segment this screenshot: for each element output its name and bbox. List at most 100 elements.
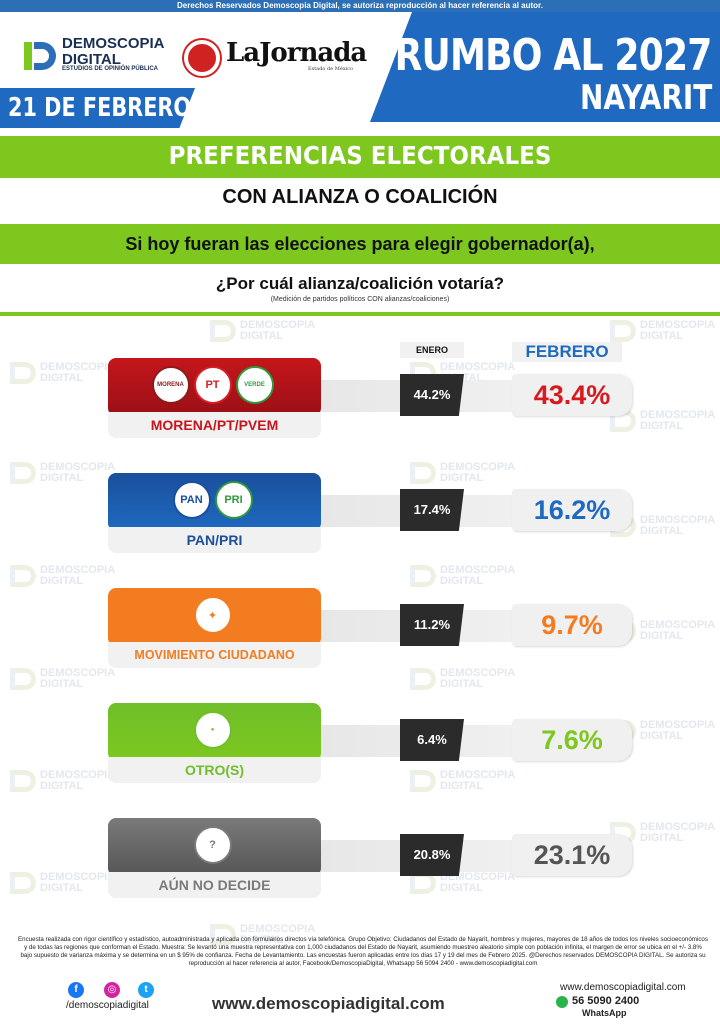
question-line1: Si hoy fueran las elecciones para elegir…: [125, 234, 595, 254]
watermark-line1: DEMOSCOPIA: [40, 871, 116, 883]
party-card: [108, 473, 321, 531]
febrero-value: 9.7%: [512, 604, 632, 646]
watermark-line1: DEMOSCOPIA: [640, 719, 716, 731]
febrero-value: 43.4%: [512, 374, 632, 416]
enero-value: 20.8%: [400, 834, 464, 876]
watermark-line2: DIGITAL: [640, 420, 684, 432]
website-link[interactable]: www.demoscopiadigital.com: [212, 994, 445, 1013]
party-logo-icon: ?: [195, 828, 230, 862]
watermark-line2: DIGITAL: [640, 525, 684, 537]
watermark-line1: DEMOSCOPIA: [240, 923, 316, 935]
section-subtitle-band: [130, 178, 610, 220]
instagram-icon[interactable]: ◎: [104, 982, 120, 998]
brand-name-line1: DEMOSCOPIA: [62, 35, 165, 52]
watermark-line1: DEMOSCOPIA: [640, 619, 716, 631]
twitter-icon[interactable]: t: [138, 982, 154, 998]
watermark-line2: DIGITAL: [40, 575, 84, 587]
watermark-line1: DEMOSCOPIA: [40, 667, 116, 679]
watermark-line1: DEMOSCOPIA: [640, 821, 716, 833]
watermark-line1: DEMOSCOPIA: [640, 319, 716, 331]
watermark-line2: DIGITAL: [240, 330, 284, 342]
party-logo-icon: VERDE: [237, 368, 272, 402]
rights-notice: Derechos Reservados Demoscopia Digital, …: [0, 0, 720, 12]
watermark-line1: DEMOSCOPIA: [440, 769, 516, 781]
partner-name: LaJornada: [226, 38, 367, 68]
column-header-febrero: FEBRERO: [512, 342, 622, 362]
febrero-value: 16.2%: [512, 489, 632, 531]
watermark-line1: DEMOSCOPIA: [440, 361, 516, 373]
section-title-bar: [0, 136, 720, 178]
watermark-line1: DEMOSCOPIA: [640, 514, 716, 526]
watermark-line2: DIGITAL: [440, 882, 484, 894]
watermark-line2: DIGITAL: [640, 730, 684, 742]
column-header-enero: ENERO: [400, 342, 464, 358]
section-subtitle: CON ALIANZA O COALICIÓN: [222, 186, 498, 208]
party-label: AÚN NO DECIDE: [108, 872, 321, 898]
enero-value: 11.2%: [400, 604, 464, 646]
date-label: 21 DE FEBRERO: [8, 93, 192, 123]
watermark-line2: DIGITAL: [40, 472, 84, 484]
party-logo-icon: PAN: [174, 483, 209, 517]
watermark-line2: DIGITAL: [440, 678, 484, 690]
party-logo-icon: PT: [195, 368, 230, 402]
whatsapp-label: WhatsApp: [582, 1008, 627, 1018]
watermark-line1: DEMOSCOPIA: [640, 409, 716, 421]
party-logo-icon: MORENA: [153, 368, 188, 402]
watermark-line2: DIGITAL: [40, 372, 84, 384]
brand-name-line2: DIGITAL: [62, 51, 121, 68]
party-logo-icon: ✦: [195, 598, 230, 632]
watermark-line2: DIGITAL: [40, 780, 84, 792]
page-title: RUMBO AL 2027: [395, 30, 713, 81]
watermark-line1: DEMOSCOPIA: [40, 361, 116, 373]
febrero-value: 23.1%: [512, 834, 632, 876]
divider: [0, 312, 720, 316]
watermark-line2: DIGITAL: [440, 472, 484, 484]
watermark-line2: DIGITAL: [440, 575, 484, 587]
party-label: MORENA/PT/PVEM: [108, 412, 321, 438]
brand-name: DEMOSCOPIA DIGITAL: [62, 36, 165, 68]
watermark-line2: DIGITAL: [640, 630, 684, 642]
demoscopia-logo-icon: [24, 42, 56, 70]
page-subtitle: NAYARIT: [579, 78, 712, 118]
watermark-line2: DIGITAL: [40, 678, 84, 690]
question-note: (Medición de partidos políticos CON alia…: [270, 296, 450, 303]
febrero-value: 7.6%: [512, 719, 632, 761]
watermark-line1: DEMOSCOPIA: [40, 461, 116, 473]
social-handle: /demoscopiadigital: [66, 1000, 149, 1011]
jornada-logo-icon: [184, 40, 220, 76]
watermark-line1: DEMOSCOPIA: [440, 564, 516, 576]
watermark-line1: DEMOSCOPIA: [440, 667, 516, 679]
section-title: PREFERENCIAS ELECTORALES: [168, 141, 552, 170]
date-tab: [0, 88, 195, 128]
watermark-line2: DIGITAL: [640, 330, 684, 342]
watermark-line2: DIGITAL: [40, 882, 84, 894]
watermark-line1: DEMOSCOPIA: [40, 564, 116, 576]
watermark-line1: DEMOSCOPIA: [240, 319, 316, 331]
party-logo-icon: PRI: [216, 483, 251, 517]
enero-value: 44.2%: [400, 374, 464, 416]
party-label: OTRO(S): [108, 757, 321, 783]
enero-value: 17.4%: [400, 489, 464, 531]
watermark-line1: DEMOSCOPIA: [40, 769, 116, 781]
party-label: MOVIMIENTO CIUDADANO: [108, 642, 321, 668]
enero-value: 6.4%: [400, 719, 464, 761]
whatsapp-icon: [556, 996, 568, 1008]
watermark-line2: DIGITAL: [640, 832, 684, 844]
watermark-line2: DIGITAL: [440, 780, 484, 792]
facebook-icon[interactable]: f: [68, 982, 84, 998]
watermark-line1: DEMOSCOPIA: [440, 461, 516, 473]
brand-tagline: ESTUDIOS DE OPINIÓN PÚBLICA: [62, 66, 159, 72]
wa-website: www.demoscopiadigital.com: [560, 982, 686, 993]
party-logo-icon: ●: [195, 713, 230, 747]
